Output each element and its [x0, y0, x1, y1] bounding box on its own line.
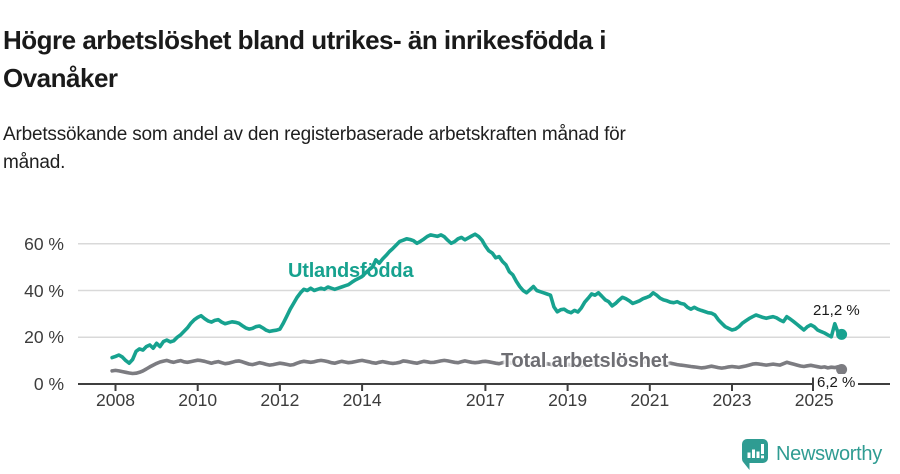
series-line-utlandsfodda	[110, 232, 844, 366]
subtitle-line-1: Arbetssökande som andel av den registerb…	[3, 124, 626, 145]
series-end-dot	[836, 364, 848, 375]
series-line-total	[110, 357, 844, 376]
page-title: Högre arbetslöshet bland utrikes- än inr…	[3, 21, 606, 97]
newsworthy-speech-bubble-icon	[742, 439, 768, 470]
subtitle-line-2: månad.	[3, 152, 66, 173]
newsworthy-wordmark: Newsworthy	[776, 443, 882, 465]
series-end-dot	[836, 328, 848, 340]
chart-subtitle: Arbetssökande som andel av den registerb…	[3, 121, 626, 177]
title-line-2: Ovanåker	[3, 63, 118, 94]
newsworthy-logo: Newsworthy	[742, 439, 882, 470]
title-line-1: Högre arbetslöshet bland utrikes- än inr…	[3, 25, 606, 56]
